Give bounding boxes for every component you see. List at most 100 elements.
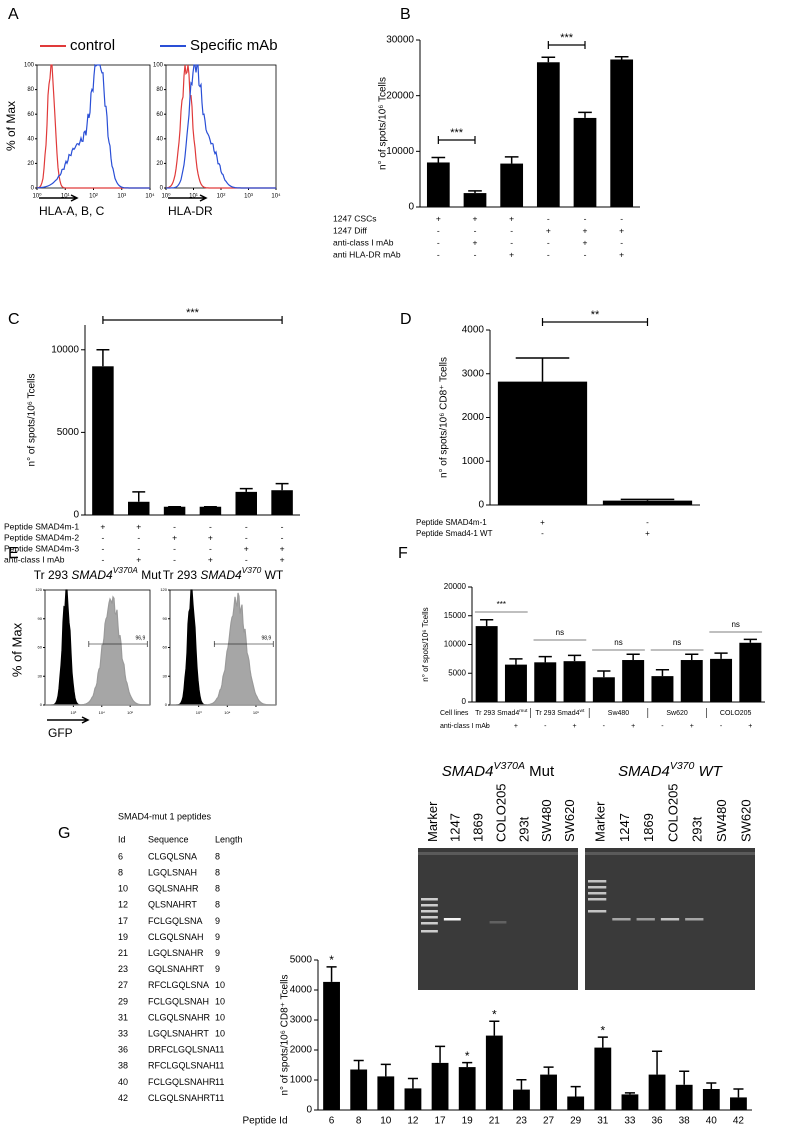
table-cell: 33 [118,1028,128,1038]
row-sign: - [101,554,104,564]
y-axis-label: n° of spots/10⁶ CD8⁺ Tcells [280,974,291,1095]
y-tick-label: 120 [35,587,42,592]
table-cell: 8 [118,867,123,877]
table-cell: 8 [215,884,220,894]
row-sign: - [437,225,440,235]
gel-band [660,918,680,921]
row-label: anti-class I mAb [4,554,65,564]
error-bar [597,1036,608,1048]
row-sign: + [631,723,635,730]
row-sign: + [100,521,105,531]
bar [485,1035,503,1110]
row-sign: - [584,213,587,223]
y-tick-label: 2000 [462,412,485,423]
table-cell: FCLGQLSNAHR [148,1077,216,1087]
error-bar [538,655,552,663]
plot-title-part: SMAD4 [200,568,242,582]
panel-letter: B [400,6,411,23]
error-bar [679,1070,690,1085]
bar [513,1089,530,1110]
y-tick-label: 20 [156,161,163,167]
bar [163,506,186,515]
bar [540,1074,557,1110]
bar [500,163,524,207]
y-tick-label: 40 [27,136,34,142]
y-tick-label: 1000 [462,456,485,467]
table-cell: 31 [118,1012,128,1022]
row-sign: - [281,532,284,542]
group-label: COLO205 [720,710,752,717]
gel-image [418,848,578,990]
row-sign: - [541,529,544,538]
error-bar [543,1066,554,1075]
y-tick-label: 2000 [290,1045,313,1056]
table-header: Sequence [148,834,189,844]
error-bar [714,652,728,659]
gel-wells [418,852,578,855]
plot-title: Tr 293 SMAD4V370 WT [163,565,284,582]
row-label: 1247 CSCs [333,213,376,223]
y-axis-label: n° of spots/10⁶ Tcells [378,77,389,170]
bar [271,490,293,515]
error-bar [706,1082,717,1089]
error-bar [620,498,675,501]
group-label-part: COLO205 [720,710,752,717]
table-cell: FCLGQLSNA [148,916,203,926]
y-tick-label: 30000 [386,35,414,46]
row-sign: - [646,518,649,527]
plot-title-part: V370 [242,565,262,575]
y-tick-label: 10000 [51,344,79,355]
row-sign: - [101,543,104,553]
x-axis-label: Peptide Id [242,1116,287,1127]
error-bar [516,1078,527,1090]
gel-band [421,904,438,907]
row-sign: - [720,723,723,730]
y-tick-label: 60 [38,645,43,650]
error-bar [655,669,670,677]
y-tick-label: 1000 [290,1075,313,1086]
y-tick-label: 0 [165,702,168,707]
gel-title-part: SMAD4 [618,763,670,780]
table-cell: GQLSNAHRT [148,964,204,974]
row-sign: - [245,532,248,542]
table-cell: RFCLGQLSNA [148,980,209,990]
table-cell: GQLSNAHR [148,884,199,894]
gel-band [443,918,461,921]
group-label-part: Tr 293 Smad4 [535,710,579,717]
plot-title-part: WT [261,568,284,582]
table-cell: LGQLSNAHR [148,948,204,958]
table-cell: 8 [215,900,220,910]
row-sign: - [245,554,248,564]
error-bar [652,1050,663,1075]
table-cell: 23 [118,964,128,974]
x-tick-label: 33 [624,1116,636,1127]
y-tick-label: 0 [73,510,79,521]
row-sign: - [474,225,477,235]
x-tick-label: 10⁴ [271,193,281,200]
row-sign: + [583,225,588,235]
panel-letter: A [8,6,19,23]
row-sign: - [137,532,140,542]
x-tick-label: 17 [435,1116,447,1127]
row-sign: + [573,723,577,730]
row-sign: + [136,554,141,564]
bar [463,193,487,207]
x-tick-label: 36 [652,1116,664,1127]
significance-label: *** [497,600,506,609]
x-tick-label: 10⁵ [127,710,133,715]
y-tick-label: 30 [38,673,43,678]
significance-label: ns [731,620,739,629]
plot-title-part: Tr 293 [163,568,201,582]
error-bar [570,1085,581,1097]
error-bar [132,491,146,502]
y-axis-label: % of Max [9,622,24,677]
table-cell: 8 [215,867,220,877]
bar [648,1074,666,1110]
table-cell: CLGQLSNAH [148,932,204,942]
table-cell: 10 [215,1028,225,1038]
row-sign: - [510,225,513,235]
plot-title-part: Mut [138,568,162,582]
row-sign: + [436,213,441,223]
histogram-curve [45,595,150,706]
